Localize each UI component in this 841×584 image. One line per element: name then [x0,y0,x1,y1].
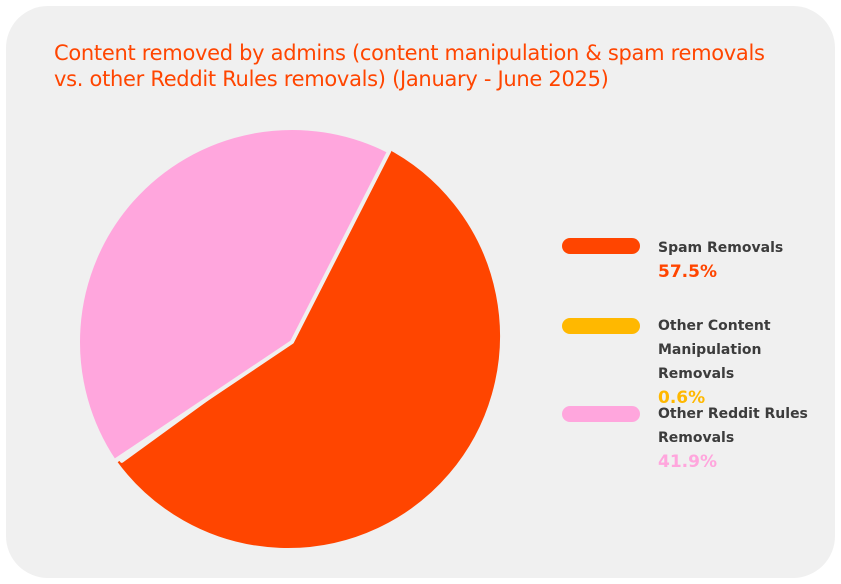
legend-value-other-content: 0.6% [658,388,706,408]
legend-swatch-other-content [562,318,640,334]
legend-value-other-rules: 41.9% [658,452,717,472]
chart-title: Content removed by admins (content manip… [54,41,765,91]
legend-label-other-content: Other Content Manipulation Removals [658,318,771,382]
legend-swatch-other-rules [562,406,640,422]
legend-swatch-spam [562,238,640,254]
legend-value-spam: 57.5% [658,262,717,282]
pie-slice-other-rules [76,126,392,464]
legend-label-other-rules: Other Reddit Rules Removals [658,406,808,446]
pie-slice-spam [112,143,504,552]
legend-entry-spam: Spam Removals 57.5% [658,236,833,284]
legend-entry-other-rules: Other Reddit Rules Removals 41.9% [658,402,833,474]
legend-label-spam: Spam Removals [658,240,784,256]
legend-entry-other-content: Other Content Manipulation Removals 0.6% [658,314,833,410]
